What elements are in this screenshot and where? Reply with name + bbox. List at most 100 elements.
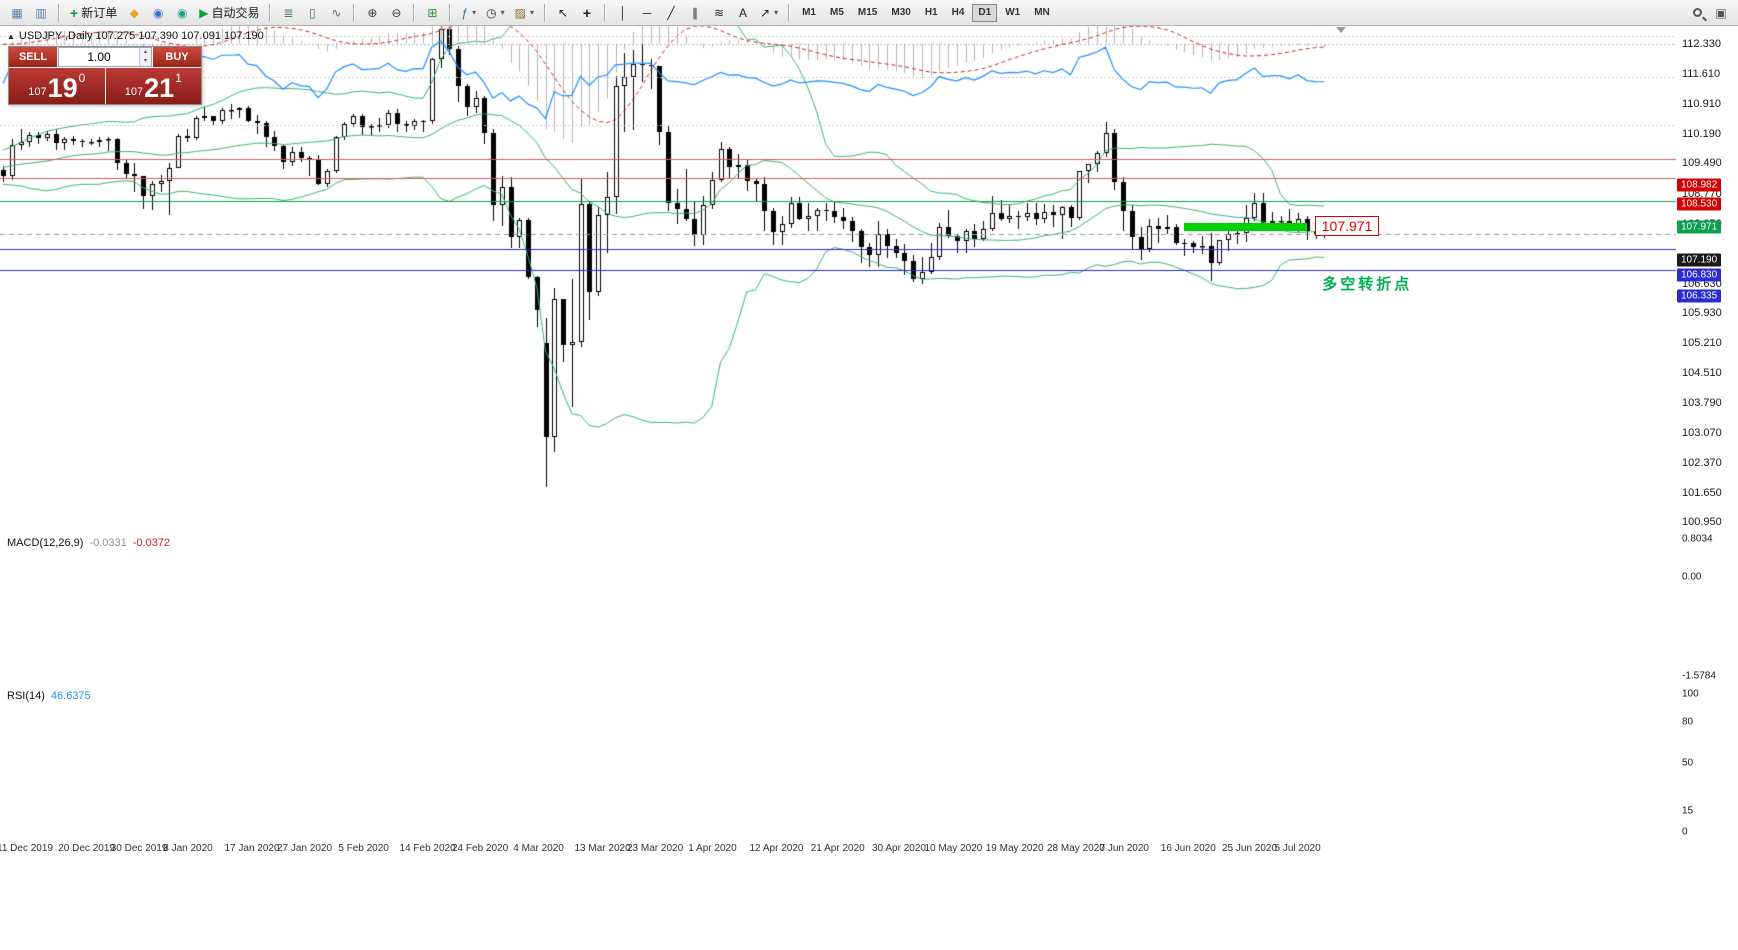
templates-icon[interactable]: ▨ ▾ [511, 3, 538, 23]
one-click-trading-panel: SELL ▴ ▾ BUY 107 19 0 107 21 1 [8, 46, 202, 105]
arrows-icon[interactable]: ↗ ▾ [756, 3, 782, 23]
search-icon[interactable] [1686, 3, 1708, 23]
time-label: 24 Feb 2020 [452, 843, 509, 854]
time-label: 14 Feb 2020 [399, 843, 456, 854]
macd-title: MACD(12,26,9) [7, 537, 84, 549]
periods-icon[interactable]: ◷ ▾ [482, 3, 509, 23]
time-label: 13 Mar 2020 [574, 843, 631, 854]
pivot-point-annotation: 多空转折点 [1322, 275, 1413, 293]
chart-window-icon-glyph: ▦ [11, 5, 23, 20]
autotrading-button[interactable]: ▶ 自动交易 [195, 3, 263, 23]
zoom-out-icon-glyph: ⊖ [391, 5, 402, 20]
metaeditor-icon[interactable]: ◆ [123, 3, 145, 23]
rsi-scale-label: 80 [1682, 716, 1694, 728]
ask-price-handle: 107 [124, 86, 144, 98]
indicators-icon-dropdown-caret: ▾ [472, 8, 477, 17]
timeframe-button-d1[interactable]: D1 [972, 3, 998, 22]
candlestick-chart-icon[interactable]: ▯ [301, 3, 323, 23]
time-label: 17 Jan 2020 [224, 843, 280, 854]
line-chart-icon[interactable]: ∿ [325, 3, 347, 23]
arrows-icon-dropdown-caret: ▾ [774, 8, 779, 17]
time-label: 11 Dec 2019 [0, 843, 53, 854]
rsi-value: 46.6375 [50, 690, 91, 702]
bid-price-pips: 19 [47, 73, 78, 103]
bid-price-button[interactable]: 107 19 0 [9, 68, 105, 104]
volume-input[interactable] [59, 48, 151, 66]
time-label: 4 Mar 2020 [513, 843, 564, 854]
time-label: 16 Jun 2020 [1160, 843, 1216, 854]
buy-button[interactable]: BUY [153, 47, 201, 67]
vertical-line-icon[interactable]: │ [612, 3, 634, 23]
line-chart-icon-glyph: ∿ [331, 5, 342, 20]
fibonacci-icon-glyph: ≋ [713, 5, 725, 20]
price-tick: 112.330 [1682, 38, 1721, 51]
price-badge: 108.982 [1677, 178, 1722, 192]
tile-windows-icon-glyph: ⊞ [427, 5, 438, 20]
bar-chart-icon[interactable]: ≣ [277, 3, 299, 23]
toolbar-separator [449, 3, 452, 22]
arrows-icon-glyph: ↗ [760, 5, 771, 20]
volume-decrease-button[interactable]: ▾ [140, 57, 151, 66]
price-tick: 105.930 [1682, 306, 1722, 319]
price-tick: 110.910 [1682, 97, 1721, 110]
price-axis[interactable]: 112.330 111.610 110.910 110.190 109.490 108.7… [1677, 26, 1738, 846]
volume-increase-button[interactable]: ▴ [140, 48, 151, 57]
time-label: 21 Apr 2020 [810, 843, 865, 854]
timeframe-button-w1[interactable]: W1 [1005, 7, 1021, 18]
toolbar-separator [353, 3, 356, 22]
ask-price-button[interactable]: 107 21 1 [105, 68, 201, 104]
price-tick: 101.650 [1682, 486, 1722, 499]
tile-windows-icon[interactable]: ⊞ [421, 3, 443, 23]
chart-shift-marker[interactable] [1336, 27, 1346, 33]
zoom-in-icon-glyph: ⊕ [367, 5, 378, 20]
macd-signal-value: -0.0372 [132, 537, 171, 549]
zoom-in-icon[interactable]: ⊕ [361, 3, 383, 23]
timeframe-button-m15[interactable]: M15 [857, 7, 878, 18]
new-order-button[interactable]: + 新订单 [66, 3, 121, 23]
trendline-icon[interactable]: ╱ [660, 3, 682, 23]
mql5-community-icon[interactable]: ◉ [171, 3, 193, 23]
price-tick: 105.210 [1682, 337, 1722, 350]
crosshair-icon-glyph: + [582, 4, 592, 21]
timeframe-button-h4[interactable]: H4 [951, 7, 965, 18]
bid-price-point: 0 [78, 71, 86, 85]
volume-spinner: ▴ ▾ [139, 48, 151, 66]
horizontal-line-icon-glyph: ─ [642, 5, 652, 20]
text-icon[interactable]: A [732, 3, 754, 23]
timeframe-button-mn[interactable]: MN [1034, 7, 1050, 18]
trendline-icon-glyph: ╱ [667, 5, 675, 20]
price-tick: 103.070 [1682, 427, 1722, 440]
periods-icon-dropdown-caret: ▾ [500, 8, 505, 17]
profiles-icon[interactable]: ▥ [30, 3, 52, 23]
chat-icon[interactable]: ▣ [1710, 3, 1732, 23]
zoom-out-icon[interactable]: ⊖ [385, 3, 407, 23]
sell-button[interactable]: SELL [9, 47, 57, 67]
fibonacci-icon[interactable]: ≋ [708, 3, 730, 23]
timeframe-button-h1[interactable]: H1 [924, 7, 938, 18]
crosshair-icon[interactable]: + [576, 3, 598, 23]
resistance-zone-box[interactable] [1184, 223, 1307, 232]
search-icon-glyph [1692, 8, 1702, 17]
toolbar-separator [58, 3, 60, 22]
timeframe-button-m5[interactable]: M5 [830, 7, 844, 18]
time-axis[interactable]: 11 Dec 2019 20 Dec 2019 30 Dec 2019 8 Jan 2… [0, 843, 1738, 858]
candlestick-chart-icon-glyph: ▯ [309, 5, 316, 20]
macd-main-value: -0.0331 [89, 537, 127, 549]
cursor-icon[interactable]: ↖ [552, 3, 574, 23]
timeframe-button-m1[interactable]: M1 [802, 7, 816, 18]
indicators-icon[interactable]: ƒ ▾ [457, 3, 480, 23]
time-label: 25 Jun 2020 [1222, 843, 1278, 854]
chart-window-icon[interactable]: ▦ [6, 3, 28, 23]
time-label: 7 Jun 2020 [1099, 843, 1150, 854]
channel-icon-glyph: ∥ [692, 5, 699, 20]
timeframe-button-m30[interactable]: M30 [891, 7, 911, 18]
channel-icon[interactable]: ∥ [684, 3, 706, 23]
chat-icon-glyph: ▣ [1715, 5, 1727, 20]
toolbar-separator [604, 3, 607, 22]
price-tick: 102.370 [1682, 456, 1722, 469]
chart-icon: ▲ [7, 31, 15, 41]
horizontal-line-icon[interactable]: ─ [636, 3, 658, 23]
market-watch-icon[interactable]: ◉ [147, 3, 169, 23]
time-label: 12 Apr 2020 [749, 843, 804, 854]
volume-field: ▴ ▾ [58, 47, 152, 67]
